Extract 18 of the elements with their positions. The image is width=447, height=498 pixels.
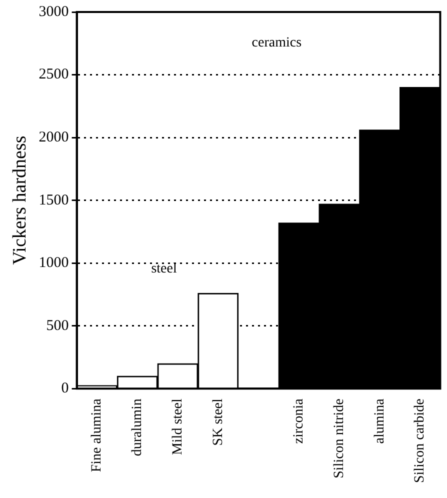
x-tick-label: Silicon nitride <box>332 398 347 478</box>
x-tick-label: Fine alumina <box>90 398 105 472</box>
y-tick-label: 3000 <box>38 4 69 20</box>
y-tick-label: 2500 <box>38 66 69 83</box>
y-axis-title: Vickers hardness <box>9 136 30 265</box>
y-tick-label: 1000 <box>38 255 69 272</box>
y-tick-label: 0 <box>61 380 69 397</box>
y-tick-label: 500 <box>46 318 69 334</box>
annotation: steel <box>151 261 177 276</box>
x-tick-label: zirconia <box>292 398 307 444</box>
y-tick-label: 2000 <box>38 129 69 146</box>
x-tick-label: Mild steel <box>170 398 186 456</box>
x-tick-label: SK steel <box>210 398 226 446</box>
y-tick-label: 1500 <box>38 192 69 208</box>
x-tick-label: Silicon carbide <box>412 398 428 484</box>
x-tick-label: duralumin <box>130 398 146 456</box>
annotation: ceramics <box>252 35 302 50</box>
x-tick-label: alumina <box>372 398 388 444</box>
